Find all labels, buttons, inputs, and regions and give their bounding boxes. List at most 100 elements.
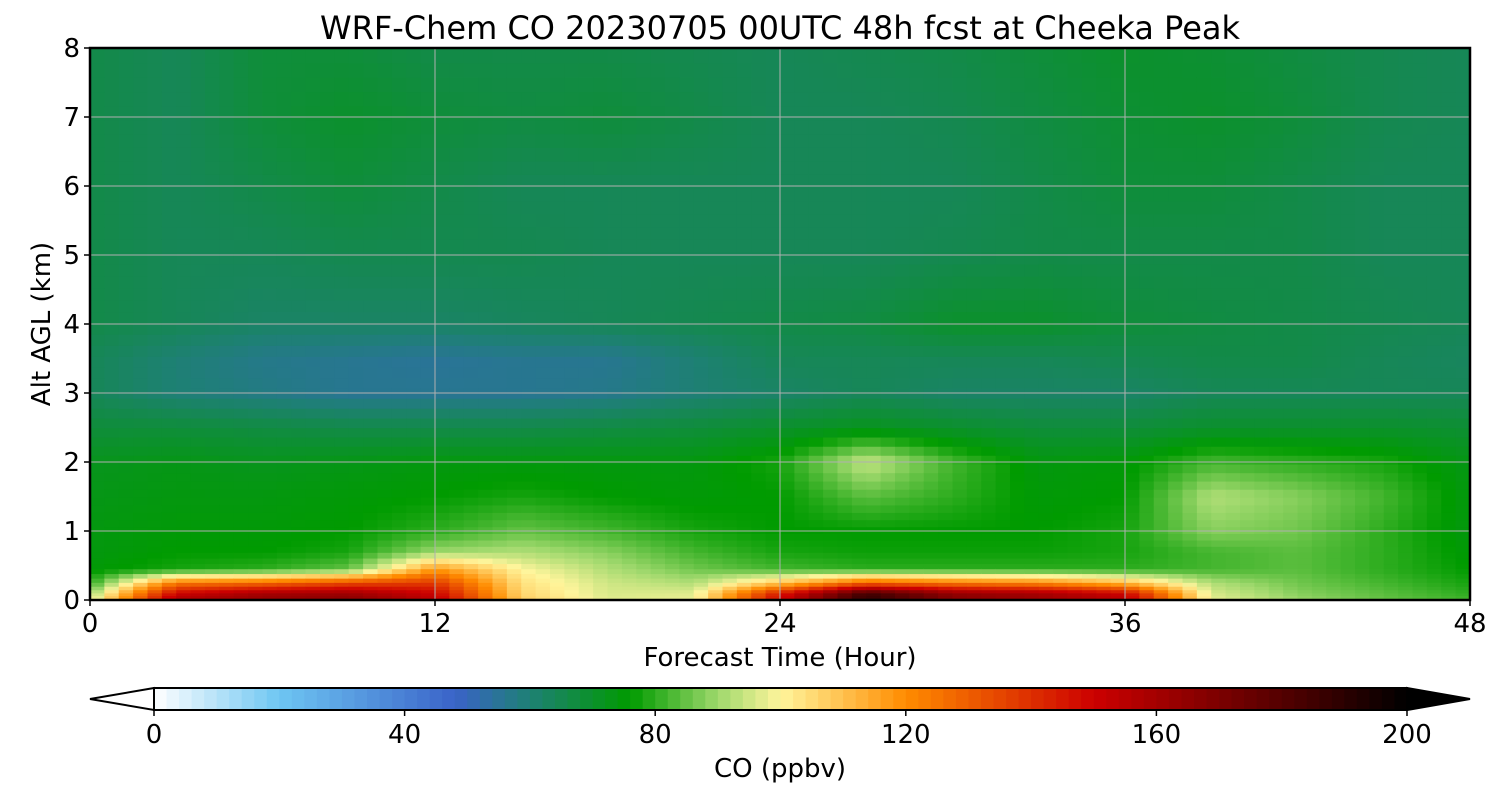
heatmap-cell — [406, 408, 422, 419]
heatmap-cell — [621, 533, 637, 541]
heatmap-cell — [348, 299, 364, 313]
heatmap-cell — [1168, 377, 1184, 389]
heatmap-cell — [1139, 552, 1155, 559]
heatmap-cell — [1168, 417, 1184, 429]
heatmap-cell — [808, 133, 824, 148]
heatmap-cell — [176, 200, 192, 215]
heatmap-cell — [1081, 592, 1097, 597]
heatmap-cell — [765, 239, 781, 253]
heatmap-cell — [693, 512, 709, 521]
heatmap-cell — [880, 160, 896, 175]
heatmap-cell — [435, 589, 450, 594]
heatmap-cell — [1240, 539, 1255, 547]
heatmap-cell — [1225, 597, 1241, 600]
heatmap-cell — [104, 472, 120, 482]
heatmap-cell — [851, 226, 867, 240]
heatmap-cell — [1225, 174, 1241, 189]
heatmap-cell — [334, 334, 350, 346]
heatmap-cell — [736, 582, 752, 587]
heatmap-cell — [923, 546, 939, 553]
heatmap-cell — [147, 573, 163, 579]
heatmap-cell — [952, 563, 968, 570]
heatmap-cell — [348, 557, 364, 565]
heatmap-cell — [1081, 345, 1097, 357]
heatmap-cell — [564, 377, 580, 389]
heatmap-cell — [550, 263, 565, 277]
heatmap-cell — [219, 288, 235, 301]
heatmap-cell — [550, 398, 565, 409]
heatmap-cell — [751, 589, 767, 594]
heatmap-cell — [693, 200, 709, 215]
heatmap-cell — [320, 568, 335, 575]
heatmap-cell — [1254, 417, 1270, 429]
heatmap-cell — [90, 119, 105, 135]
heatmap-cell — [808, 568, 824, 575]
heatmap-cell — [1225, 239, 1241, 253]
heatmap-cell — [521, 557, 537, 565]
heatmap-cell — [1182, 366, 1198, 379]
heatmap-cell — [1139, 539, 1155, 547]
heatmap-cell — [205, 334, 220, 346]
heatmap-cell — [1067, 519, 1083, 528]
heatmap-cell — [751, 263, 767, 277]
heatmap-cell — [1038, 568, 1054, 575]
heatmap-cell — [1038, 417, 1054, 429]
heatmap-cell — [535, 48, 551, 64]
heatmap-cell — [521, 592, 537, 597]
heatmap-cell — [607, 446, 623, 456]
heatmap-cell — [564, 546, 580, 553]
heatmap-cell — [406, 539, 422, 547]
heatmap-cell — [1024, 533, 1040, 541]
heatmap-cell — [966, 377, 982, 389]
heatmap-cell — [621, 62, 637, 78]
heatmap-cell — [765, 345, 781, 357]
heatmap-cell — [90, 299, 105, 313]
heatmap-cell — [1110, 288, 1126, 301]
heatmap-cell — [578, 552, 594, 559]
heatmap-cell — [1096, 512, 1112, 521]
heatmap-cell — [535, 398, 551, 409]
heatmap-cell — [593, 427, 609, 438]
heatmap-cell — [1081, 417, 1097, 429]
heatmap-cell — [104, 568, 120, 575]
heatmap-cell — [1096, 62, 1112, 78]
heatmap-cell — [981, 595, 997, 599]
heatmap-cell — [535, 582, 551, 587]
heatmap-cell — [780, 417, 795, 429]
heatmap-cell — [219, 377, 235, 389]
heatmap-cell — [118, 263, 134, 277]
heatmap-cell — [736, 595, 752, 599]
heatmap-cell — [808, 239, 824, 253]
heatmap-cell — [1096, 417, 1112, 429]
heatmap-cell — [104, 546, 120, 553]
heatmap-cell — [751, 539, 767, 547]
heatmap-cell — [348, 552, 364, 559]
heatmap-cell — [1010, 356, 1025, 368]
heatmap-cell — [248, 592, 264, 597]
heatmap-cell — [377, 455, 393, 465]
heatmap-cell — [363, 586, 379, 591]
heatmap-cell — [1010, 489, 1025, 498]
heatmap-cell — [205, 377, 220, 389]
heatmap-cell — [636, 446, 652, 456]
heatmap-cell — [492, 345, 508, 357]
heatmap-cell — [578, 436, 594, 447]
heatmap-cell — [981, 398, 997, 409]
heatmap-cell — [276, 519, 292, 528]
heatmap-cell — [808, 398, 824, 409]
heatmap-cell — [880, 592, 896, 597]
heatmap-cell — [1010, 213, 1025, 228]
heatmap-cell — [909, 239, 925, 253]
heatmap-cell — [636, 48, 652, 64]
heatmap-cell — [205, 592, 220, 597]
heatmap-cell — [147, 366, 163, 379]
heatmap-cell — [909, 589, 925, 594]
heatmap-cell — [1053, 557, 1069, 565]
heatmap-cell — [823, 251, 839, 265]
heatmap-cell — [377, 133, 393, 148]
heatmap-cell — [363, 133, 379, 148]
heatmap-cell — [420, 133, 436, 148]
heatmap-cell — [550, 160, 565, 175]
heatmap-cell — [463, 276, 479, 289]
heatmap-cell — [1196, 526, 1212, 534]
